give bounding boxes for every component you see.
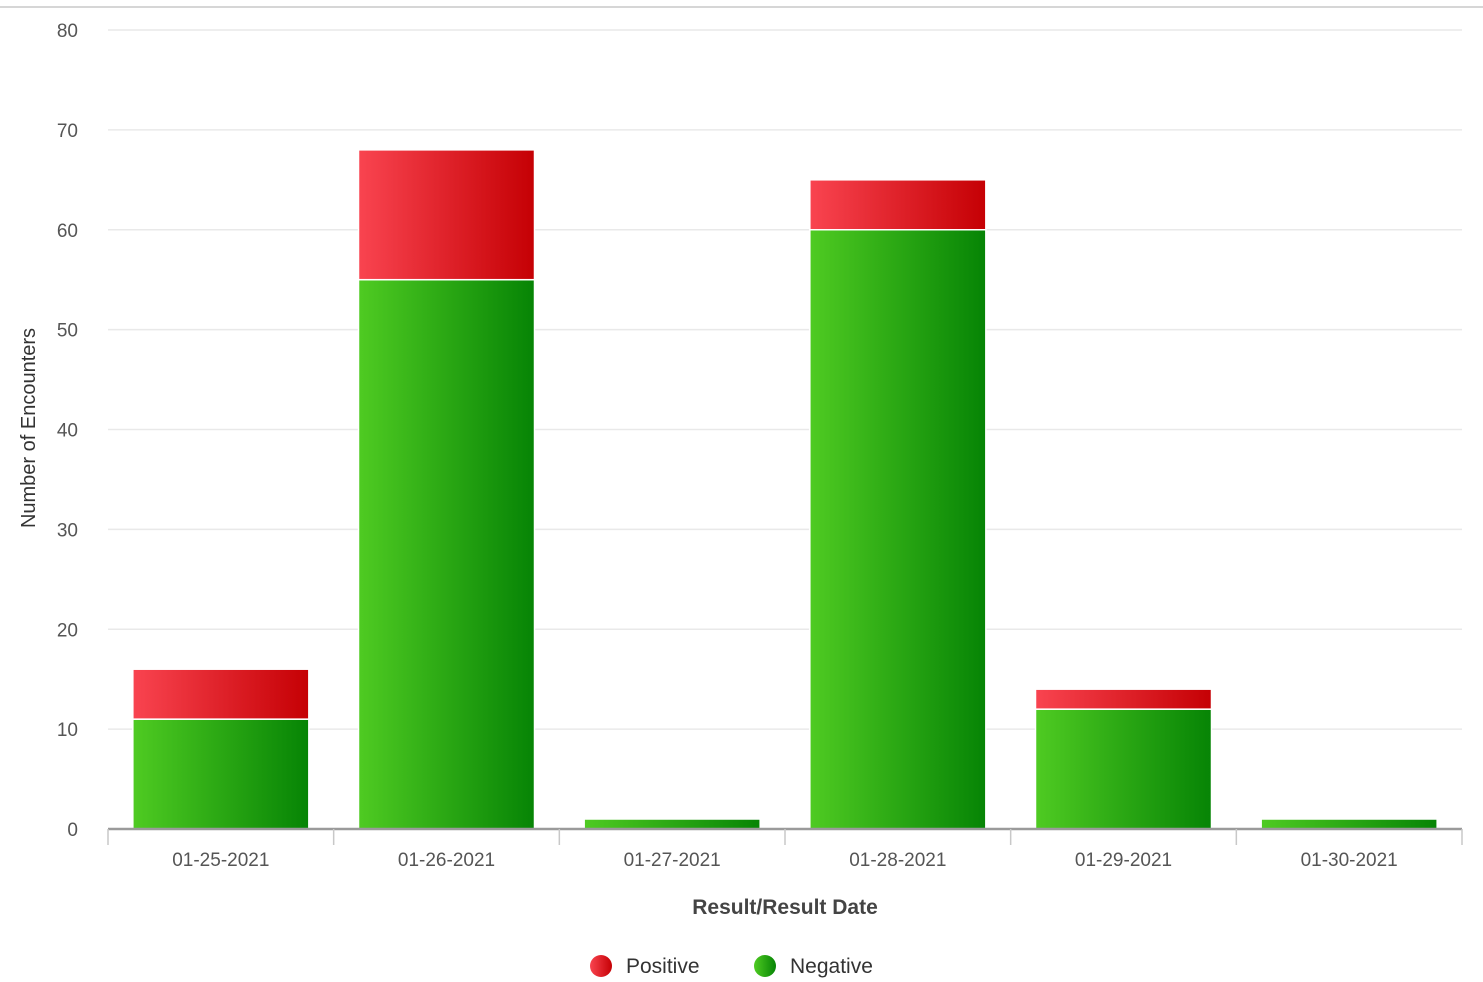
y-tick-label: 30 — [57, 520, 78, 541]
bar-negative — [1034, 708, 1213, 830]
y-tick-label: 20 — [57, 620, 78, 641]
y-tick-label: 40 — [57, 421, 78, 442]
legend-label: Negative — [790, 955, 873, 978]
x-axis-title: Result/Result Date — [692, 896, 878, 919]
bar-positive — [357, 149, 536, 281]
y-tick-label: 10 — [57, 720, 78, 741]
gridlines — [108, 29, 1462, 730]
legend-item-negative: Negative — [754, 955, 873, 978]
x-axis — [107, 827, 1463, 845]
y-tick-label: 50 — [57, 321, 78, 342]
bar-negative — [583, 818, 761, 830]
y-tick-label: 70 — [57, 121, 78, 142]
bar-negative — [357, 278, 536, 830]
bar-positive — [809, 179, 987, 231]
bar-negative — [1260, 818, 1438, 830]
y-axis-title: Number of Encounters — [18, 328, 40, 528]
bar-negative — [132, 718, 310, 830]
x-tick-label: 01-26-2021 — [398, 850, 495, 871]
legend: Positive Negative — [590, 955, 873, 978]
y-axis-ticks: 0 10 20 30 40 50 60 70 80 — [57, 21, 78, 841]
x-tick-label: 01-27-2021 — [624, 850, 721, 871]
x-tick-label: 01-28-2021 — [849, 850, 946, 871]
bar-positive — [1034, 688, 1213, 710]
y-tick-label: 60 — [57, 221, 78, 242]
legend-marker-icon — [590, 955, 612, 977]
x-tick-label: 01-30-2021 — [1301, 850, 1398, 871]
x-tick-label: 01-29-2021 — [1075, 850, 1172, 871]
x-tick-label: 01-25-2021 — [172, 850, 269, 871]
bars — [132, 149, 1438, 830]
y-tick-label: 80 — [57, 21, 78, 42]
legend-label: Positive — [626, 955, 700, 978]
legend-item-positive: Positive — [590, 955, 700, 978]
y-tick-label: 0 — [67, 820, 78, 841]
legend-marker-icon — [754, 955, 776, 977]
top-divider — [0, 6, 1483, 8]
x-axis-ticks: 01-25-2021 01-26-2021 01-27-2021 01-28-2021… — [172, 850, 1398, 871]
bar-positive — [132, 668, 310, 720]
bar-negative — [809, 229, 987, 830]
